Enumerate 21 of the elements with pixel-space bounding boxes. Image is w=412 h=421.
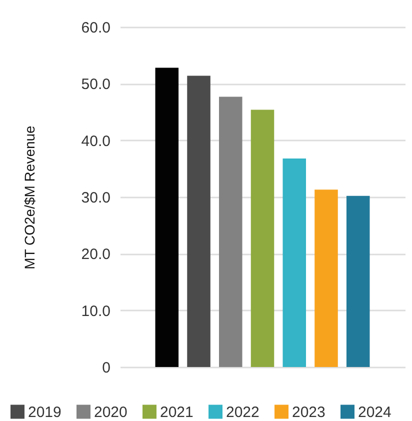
bar xyxy=(250,110,274,367)
y-tick-label: 60.0 xyxy=(81,20,110,36)
bar xyxy=(155,68,179,367)
legend-label: 2022 xyxy=(226,404,260,421)
y-tick-label: 10.0 xyxy=(81,302,110,320)
y-tick-label: 20.0 xyxy=(81,246,110,264)
legend-label: 2024 xyxy=(358,404,392,421)
legend-label: 2019 xyxy=(28,404,62,421)
bar xyxy=(282,158,306,367)
y-tick-label: 40.0 xyxy=(81,132,110,150)
y-tick-label: 50.0 xyxy=(81,76,110,94)
bar xyxy=(219,96,242,367)
bar xyxy=(314,190,338,367)
legend-label: 2023 xyxy=(292,404,326,421)
bar xyxy=(187,76,210,367)
bar xyxy=(346,196,370,367)
y-tick-label: 30.0 xyxy=(81,190,110,206)
legend-label: 2020 xyxy=(94,404,128,421)
y-tick-label: 0 xyxy=(102,360,110,376)
y-axis-title: MT CO2e/$M Revenue xyxy=(22,125,38,270)
legend-label: 2021 xyxy=(160,404,194,421)
